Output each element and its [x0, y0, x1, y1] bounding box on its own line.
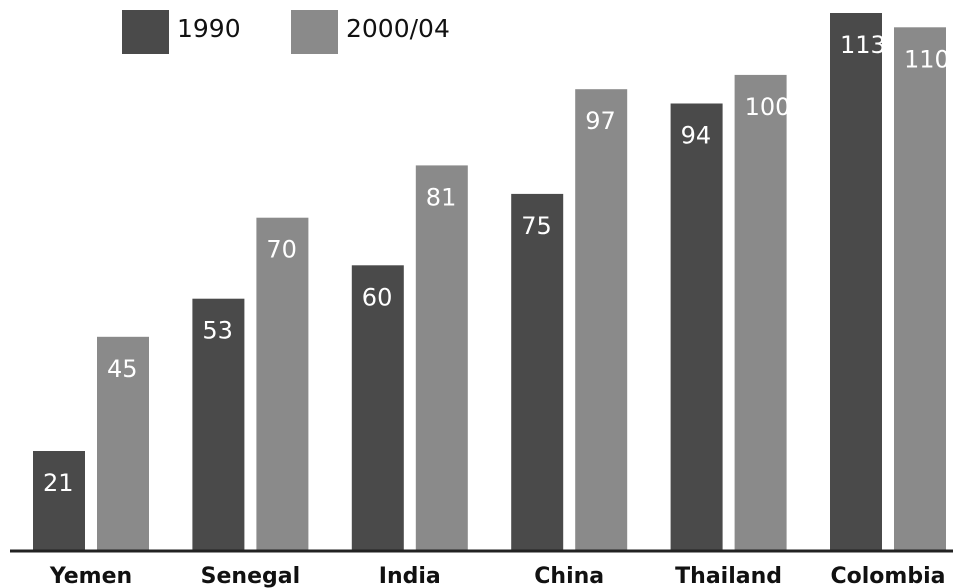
bar-china-1990	[511, 193, 564, 551]
data-label-colombia-1990: 113	[840, 31, 886, 59]
category-label-india: India	[379, 564, 441, 588]
data-label-senegal-2000-04: 70	[266, 236, 297, 264]
category-label-thailand: Thailand	[675, 564, 782, 588]
bars-group	[33, 13, 946, 552]
bar-senegal-2000-04	[256, 217, 309, 551]
bar-colombia-2000-04	[894, 27, 946, 552]
bar-china-2000-04	[575, 89, 628, 551]
legend-label-2000-04: 2000/04	[346, 14, 450, 43]
data-label-india-2000-04: 81	[426, 183, 457, 211]
bar-yemen-2000-04	[97, 336, 149, 551]
bar-india-2000-04	[415, 165, 468, 551]
category-label-china: China	[534, 564, 604, 588]
data-label-china-2000-04: 97	[585, 107, 616, 135]
legend-item-2000-04: 2000/04	[291, 10, 450, 54]
category-label-colombia: Colombia	[831, 564, 946, 588]
legend-swatch-1990	[122, 10, 169, 54]
data-label-colombia-2000-04: 110	[904, 45, 950, 73]
legend-item-1990: 1990	[122, 10, 241, 54]
category-label-senegal: Senegal	[201, 564, 300, 588]
bar-senegal-1990	[192, 298, 245, 551]
bar-thailand-2000-04	[734, 74, 787, 552]
bar-india-1990	[351, 265, 404, 551]
legend-swatch-2000-04	[291, 10, 338, 54]
data-label-yemen-2000-04: 45	[107, 355, 138, 383]
data-label-yemen-1990: 21	[43, 469, 74, 497]
data-label-india-1990: 60	[362, 283, 393, 311]
category-labels-group: Yemen Senegal India China Thailand Colombia	[49, 564, 946, 588]
legend-label-1990: 1990	[177, 14, 241, 43]
data-label-thailand-1990: 94	[681, 122, 712, 150]
bar-yemen-1990	[33, 451, 85, 551]
bar-thailand-1990	[670, 103, 723, 551]
data-label-thailand-2000-04: 100	[745, 93, 791, 121]
bar-labels-group: 21 45 53 70 60 81 75 97 94 100 113 110	[43, 31, 950, 497]
data-label-china-1990: 75	[521, 212, 552, 240]
data-label-senegal-1990: 53	[202, 317, 233, 345]
bar-colombia-1990	[830, 13, 882, 551]
category-label-yemen: Yemen	[49, 564, 132, 588]
